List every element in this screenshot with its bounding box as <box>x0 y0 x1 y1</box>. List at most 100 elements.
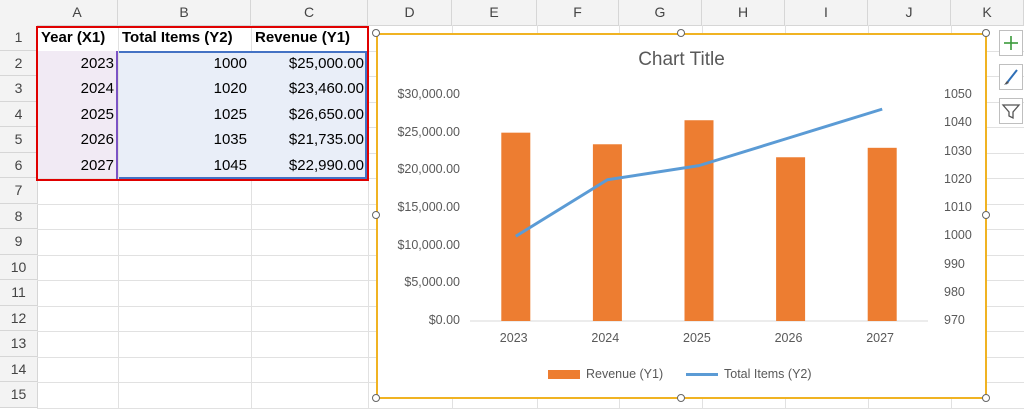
left-axis-tick-label: $30,000.00 <box>397 87 460 101</box>
table-data-cell[interactable]: $21,735.00 <box>288 131 364 148</box>
row-header-6[interactable]: 6 <box>0 153 37 178</box>
chart-title[interactable]: Chart Title <box>638 49 725 70</box>
grid-vline <box>251 25 252 408</box>
chart-filters-button[interactable] <box>999 98 1023 124</box>
right-axis-tick-label: 1030 <box>944 143 972 158</box>
right-axis-tick-label: 1000 <box>944 228 972 243</box>
combo-chart[interactable]: Chart Title $0.00 $5,000.00 $10,000.00 $15,… <box>376 33 987 399</box>
table-data-cell[interactable]: $25,000.00 <box>288 54 364 72</box>
table-header-cell[interactable]: Revenue (Y1) <box>255 29 351 46</box>
right-axis-tick-label: 1050 <box>944 87 972 101</box>
table-header-cell[interactable]: Year (X1) <box>41 29 106 46</box>
grid-vline <box>368 25 369 408</box>
column-header-d[interactable]: D <box>368 0 452 25</box>
table-data-cell[interactable]: 2025 <box>80 105 114 123</box>
left-axis-tick-label: $15,000.00 <box>397 200 460 214</box>
column-header-e[interactable]: E <box>452 0 537 25</box>
column-header-b[interactable]: B <box>118 0 251 25</box>
table-data-cell[interactable]: 2023 <box>80 54 114 72</box>
table-data-cell[interactable]: $22,990.00 <box>288 156 364 174</box>
revenue-bar-2027[interactable] <box>867 147 897 321</box>
table-data-cell[interactable]: $26,650.00 <box>288 105 364 123</box>
chart-filters-icon <box>1001 104 1021 120</box>
total-items-line[interactable] <box>515 107 883 238</box>
category-tick-label: 2023 <box>499 331 528 345</box>
table-data-cell[interactable]: 1035 <box>213 131 247 148</box>
column-header-i[interactable]: I <box>785 0 868 25</box>
chart-resize-handle[interactable] <box>372 29 380 37</box>
table-header-cell[interactable]: Total Items (Y2) <box>122 29 233 46</box>
column-header-h[interactable]: H <box>702 0 785 25</box>
row-header-15[interactable]: 15 <box>0 382 37 408</box>
row-header-11[interactable]: 11 <box>0 280 37 306</box>
y-range-border <box>119 51 367 179</box>
chart-resize-handle[interactable] <box>982 394 990 402</box>
row-header-12[interactable]: 12 <box>0 306 37 331</box>
x-range-highlight <box>38 51 118 178</box>
right-axis-tick-label: 1040 <box>944 115 972 130</box>
table-data-cell[interactable]: 1000 <box>213 54 247 72</box>
x-range-border <box>38 51 118 179</box>
row-header-8[interactable]: 8 <box>0 204 37 229</box>
chart-styles-button[interactable] <box>999 64 1023 90</box>
revenue-bar-2026[interactable] <box>776 157 806 321</box>
right-axis-tick-label: 980 <box>944 284 965 299</box>
left-axis-tick-label: $0.00 <box>428 313 460 327</box>
category-tick-label: 2027 <box>866 331 894 345</box>
table-data-cell[interactable]: 1025 <box>213 105 247 123</box>
left-axis-tick-label: $20,000.00 <box>397 162 460 177</box>
right-axis-tick-label: 1010 <box>944 200 972 214</box>
row-header-4[interactable]: 4 <box>0 102 37 127</box>
chart-elements-button[interactable] <box>999 30 1023 56</box>
grid-vline <box>118 25 119 408</box>
revenue-bar-2023[interactable] <box>501 132 531 321</box>
table-data-cell[interactable]: 2027 <box>80 156 114 174</box>
left-axis-tick-label: $25,000.00 <box>397 124 460 139</box>
chart-resize-handle[interactable] <box>372 211 380 219</box>
row-header-10[interactable]: 10 <box>0 255 37 280</box>
column-header-f[interactable]: F <box>537 0 619 25</box>
table-data-cell[interactable]: 1020 <box>213 80 247 97</box>
row-header-2[interactable]: 2 <box>0 51 37 76</box>
chart-resize-handle[interactable] <box>677 394 685 402</box>
right-axis-tick-label: 970 <box>944 313 965 327</box>
column-header-j[interactable]: J <box>868 0 951 25</box>
left-axis-tick-label: $10,000.00 <box>397 237 460 252</box>
right-axis-tick-label: 990 <box>944 256 965 271</box>
category-tick-label: 2025 <box>683 331 711 345</box>
row-header-3[interactable]: 3 <box>0 76 37 102</box>
legend-label-total-items: Total Items (Y2) <box>724 367 812 381</box>
column-header-a[interactable]: A <box>37 0 118 25</box>
row-header-7[interactable]: 7 <box>0 178 37 204</box>
row-header-9[interactable]: 9 <box>0 229 37 255</box>
left-axis-tick-label: $5,000.00 <box>404 275 460 290</box>
y-range-highlight <box>119 51 367 178</box>
chart-resize-handle[interactable] <box>372 394 380 402</box>
table-data-cell[interactable]: 2024 <box>80 80 114 97</box>
column-header-k[interactable]: K <box>951 0 1024 25</box>
column-header-c[interactable]: C <box>251 0 368 25</box>
row-header-1[interactable]: 1 <box>0 25 37 51</box>
table-data-cell[interactable]: 1045 <box>213 156 247 174</box>
legend-bar-swatch <box>548 370 580 379</box>
row-header-14[interactable]: 14 <box>0 357 37 382</box>
legend-line-swatch <box>686 373 718 376</box>
row-header-bar: 1 2 3 4 5 6 7 8 9 10 11 12 13 14 15 <box>0 25 38 408</box>
category-tick-label: 2026 <box>774 331 803 345</box>
chart-plot-area <box>470 107 928 322</box>
row-header-5[interactable]: 5 <box>0 127 37 153</box>
column-header-g[interactable]: G <box>619 0 702 25</box>
category-tick-label: 2024 <box>591 331 620 345</box>
table-data-cell[interactable]: $23,460.00 <box>288 80 364 97</box>
selected-range-border[interactable] <box>36 26 369 181</box>
chart-resize-handle[interactable] <box>982 211 990 219</box>
legend-label-revenue: Revenue (Y1) <box>586 367 664 381</box>
revenue-bar-2024[interactable] <box>592 144 622 321</box>
row-header-13[interactable]: 13 <box>0 331 37 357</box>
revenue-bar-2025[interactable] <box>684 120 714 321</box>
table-data-cell[interactable]: 2026 <box>80 131 114 148</box>
right-axis-tick-label: 1020 <box>944 171 972 186</box>
chart-resize-handle[interactable] <box>677 29 685 37</box>
chart-resize-handle[interactable] <box>982 29 990 37</box>
